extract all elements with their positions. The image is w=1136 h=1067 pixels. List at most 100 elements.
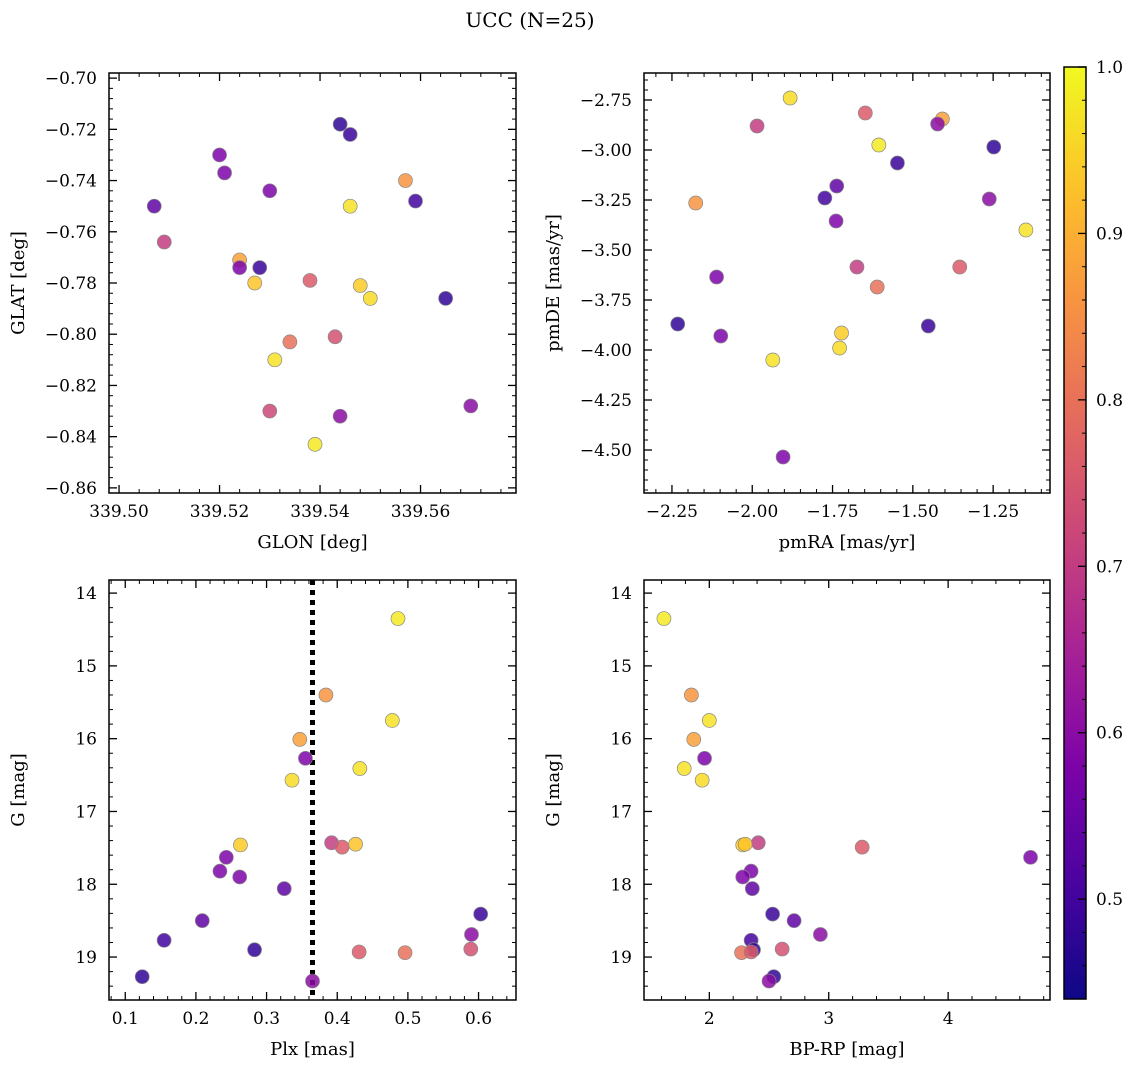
- data-point: [408, 193, 423, 209]
- data-point: [701, 713, 717, 728]
- y-tick-label: 16: [75, 730, 97, 750]
- data-point: [362, 291, 378, 306]
- scatter-panel-3: 0.1 0.2 0.3 0.4 0.5 0.6 14 15 16 17 18 19 Plx [mas] G…: [8, 579, 517, 1060]
- colorbar-tick-label: 0.5: [1096, 890, 1123, 910]
- data-point: [765, 906, 780, 922]
- data-point: [351, 944, 367, 960]
- x-tick-label: −1.25: [967, 502, 1019, 522]
- x-tick-label: 2: [704, 1009, 715, 1029]
- colorbar-tick-label: 0.9: [1096, 224, 1123, 244]
- x-axis-label: Plx [mas]: [270, 1039, 355, 1060]
- data-point: [743, 944, 759, 960]
- y-tick-label: −0.78: [45, 274, 97, 294]
- data-point: [828, 213, 844, 229]
- data-point: [352, 278, 368, 293]
- y-tick-label: 19: [75, 948, 97, 968]
- colorbar-tick-label: 0.8: [1096, 391, 1123, 411]
- x-tick-label: 0.5: [394, 1009, 421, 1029]
- data-point: [212, 147, 227, 163]
- x-tick-label: −1.50: [887, 502, 939, 522]
- data-point: [146, 198, 162, 214]
- data-point: [262, 183, 278, 199]
- y-axis-label: G [mag]: [8, 753, 29, 826]
- data-point: [952, 259, 968, 275]
- x-tick-label: −2.25: [646, 502, 698, 522]
- data-point: [327, 329, 343, 345]
- data-point: [262, 403, 278, 419]
- y-tick-label: 18: [75, 875, 97, 895]
- data-point: [817, 190, 833, 206]
- data-point: [282, 334, 298, 350]
- x-tick-label: 0.4: [324, 1009, 351, 1029]
- data-point: [233, 837, 248, 853]
- colorbar-tick-label: 0.6: [1096, 724, 1123, 744]
- x-tick-label: 0.6: [465, 1009, 492, 1029]
- data-point: [981, 191, 997, 207]
- data-point: [232, 260, 247, 275]
- data-point: [1023, 849, 1038, 865]
- y-tick-label: 17: [75, 802, 97, 822]
- data-point: [464, 927, 479, 942]
- x-tick-label: 339.54: [290, 502, 349, 522]
- y-tick-label: 18: [610, 875, 632, 895]
- y-tick-label: 14: [75, 584, 97, 604]
- data-point: [398, 173, 413, 188]
- data-point: [782, 90, 798, 106]
- axes-frame: [108, 72, 517, 494]
- data-point: [749, 118, 765, 134]
- data-point: [697, 750, 712, 766]
- data-point: [463, 398, 479, 414]
- data-point: [348, 836, 363, 852]
- y-tick-label: 19: [610, 948, 632, 968]
- y-tick-label: −3.00: [580, 141, 632, 161]
- axes-frame: [108, 579, 517, 1001]
- data-point: [332, 116, 348, 132]
- data-point: [709, 269, 724, 285]
- y-tick-label: −0.70: [45, 69, 97, 89]
- data-point: [694, 772, 710, 788]
- data-point: [765, 352, 781, 368]
- data-point: [684, 687, 699, 703]
- y-tick-label: −0.76: [45, 223, 97, 243]
- x-tick-label: 4: [943, 1009, 954, 1029]
- data-point: [397, 945, 413, 961]
- y-tick-label: −2.75: [580, 91, 632, 111]
- data-point: [247, 275, 263, 291]
- data-point: [774, 941, 790, 957]
- data-point: [438, 291, 454, 306]
- colorbar-tick-label: 0.7: [1096, 557, 1123, 577]
- figure-title: UCC (N=25): [465, 8, 594, 32]
- y-tick-label: −4.00: [580, 341, 632, 361]
- data-point: [212, 863, 228, 879]
- data-point: [670, 316, 686, 332]
- y-tick-label: −0.74: [45, 172, 97, 192]
- data-point: [463, 941, 479, 957]
- colorbar: 0.5 0.6 0.7 0.8 0.9 1.0: [1063, 58, 1123, 1000]
- y-tick-label: −4.25: [580, 391, 632, 411]
- data-point: [713, 328, 729, 344]
- x-tick-label: 0.1: [112, 1009, 139, 1029]
- data-point: [656, 611, 672, 626]
- data-point: [284, 772, 300, 788]
- data-point: [247, 942, 262, 958]
- y-tick-label: −0.84: [45, 428, 97, 448]
- data-point: [829, 178, 845, 194]
- data-point: [390, 611, 406, 626]
- data-point: [292, 732, 308, 747]
- data-point: [194, 913, 210, 929]
- data-point: [342, 198, 358, 214]
- data-point: [834, 325, 849, 341]
- data-point: [267, 352, 283, 368]
- data-point: [832, 340, 847, 356]
- data-point: [342, 127, 358, 142]
- x-tick-label: −1.75: [806, 502, 858, 522]
- data-point: [276, 881, 292, 896]
- x-tick-label: 0.2: [182, 1009, 209, 1029]
- y-tick-label: −3.50: [580, 241, 632, 261]
- data-point: [384, 713, 400, 728]
- data-point: [686, 732, 702, 747]
- scatter-panel-4: 2 3 4 14 15 16 17 18 19 BP-RP [mag] G [mag]: [543, 579, 1051, 1060]
- data-point: [761, 973, 777, 989]
- data-point: [302, 273, 318, 288]
- data-point: [930, 116, 945, 132]
